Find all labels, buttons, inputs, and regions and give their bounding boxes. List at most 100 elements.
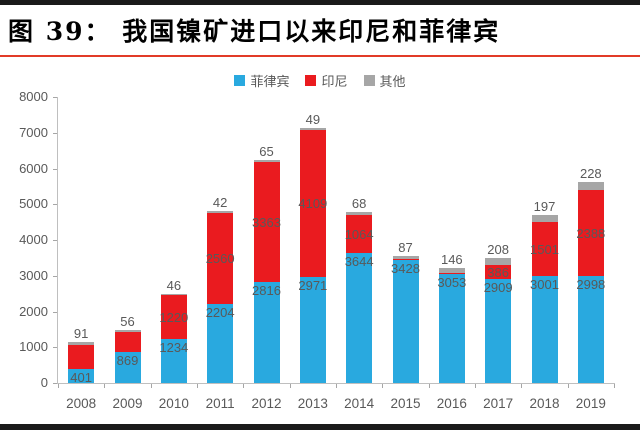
- x-axis-tick-mark: [428, 384, 430, 388]
- data-label-other-2010: 46: [166, 277, 182, 293]
- bar-segment-philippines-2011: [207, 304, 234, 383]
- bar-segment-other-2014: [346, 212, 373, 215]
- chart-legend: 菲律宾 印尼 其他: [0, 71, 640, 89]
- data-label-philippines-2012: 2816: [252, 283, 281, 299]
- x-axis-label-2016: 2016: [436, 396, 467, 411]
- x-axis-tick-mark: [104, 384, 106, 388]
- y-axis-tick-label-8000: 8000: [19, 89, 48, 104]
- x-axis-line: [57, 383, 615, 384]
- bar-segment-philippines-2016: [438, 273, 465, 383]
- legend-label-other: 其他: [379, 73, 406, 89]
- y-axis-tick-mark: [53, 275, 57, 277]
- data-label-indonesia-2017: 386: [487, 265, 510, 281]
- title-red-rule: [0, 55, 640, 57]
- bar-segment-other-2016: [438, 267, 465, 274]
- y-axis-tick-label-5000: 5000: [19, 196, 48, 212]
- bar-segment-indonesia-2018: [531, 222, 558, 276]
- data-label-other-2013: 49: [305, 112, 321, 128]
- x-axis-tick-mark: [289, 384, 291, 388]
- legend-marker-philippines: [234, 74, 246, 86]
- bar-segment-indonesia-2009: [114, 331, 141, 352]
- legend-label-philippines: 菲律宾: [250, 73, 290, 89]
- data-label-other-2016: 146: [440, 251, 463, 267]
- x-axis-tick-mark: [243, 384, 245, 388]
- y-axis-line: [57, 97, 58, 383]
- y-axis-tick-mark: [53, 383, 57, 384]
- y-axis-tick-label-1000: 1000: [19, 339, 48, 355]
- bar-segment-other-2011: [207, 211, 234, 213]
- data-label-indonesia-2010: 1220: [159, 310, 189, 326]
- y-axis-tick-label-2000: 2000: [19, 303, 48, 319]
- bar-segment-other-2013: [299, 128, 326, 130]
- data-label-other-2019: 228: [579, 166, 602, 182]
- legend-label-indonesia: 印尼: [321, 73, 348, 89]
- bar-segment-other-2018: [531, 215, 558, 223]
- bar-segment-indonesia-2010: [160, 295, 187, 339]
- bar-segment-philippines-2009: [114, 351, 141, 383]
- bar-segment-philippines-2008: [68, 368, 95, 383]
- legend-item-indonesia: 印尼: [305, 71, 348, 90]
- data-label-other-2018: 197: [533, 199, 556, 214]
- figure-title: 图 39： 我国镍矿进口以来印尼和菲律宾: [8, 17, 501, 46]
- data-label-other-2012: 65: [259, 143, 274, 159]
- data-label-indonesia-2018: 1501: [530, 241, 559, 257]
- x-axis-label-2013: 2013: [297, 396, 328, 411]
- data-label-indonesia-2019: 2388: [576, 226, 606, 242]
- legend-marker-other: [363, 74, 375, 86]
- data-label-indonesia-2013: 4109: [298, 196, 328, 212]
- bar-segment-other-2012: [253, 159, 280, 163]
- x-axis-label-2019: 2019: [575, 396, 606, 411]
- data-label-other-2014: 68: [351, 196, 367, 212]
- x-axis-label-2008: 2008: [66, 396, 97, 411]
- y-axis-tick-label-4000: 4000: [19, 232, 48, 247]
- y-axis-tick-mark: [53, 204, 57, 206]
- data-label-philippines-2017: 2909: [483, 280, 513, 295]
- bar-segment-other-2019: [577, 182, 604, 191]
- bar-segment-other-2009: [114, 329, 141, 332]
- data-label-indonesia-2011: 2560: [205, 251, 235, 267]
- data-label-indonesia-2012: 3363: [252, 215, 281, 231]
- x-axis-tick-mark: [475, 384, 476, 388]
- data-label-other-2009: 56: [120, 313, 135, 329]
- bar-segment-philippines-2010: [160, 338, 187, 383]
- bar-segment-other-2015: [392, 256, 419, 260]
- figure-top-border: [0, 0, 640, 5]
- data-label-philippines-2019: 2998: [576, 276, 606, 292]
- x-axis-tick-mark: [567, 384, 569, 388]
- bar-segment-other-2010: [160, 293, 187, 296]
- data-label-indonesia-2014: 1064: [344, 226, 374, 242]
- y-axis-tick-mark: [53, 347, 57, 349]
- bar-segment-other-2008: [68, 342, 95, 346]
- y-axis-tick-mark: [53, 168, 57, 170]
- bar-segment-philippines-2017: [485, 279, 512, 383]
- data-label-philippines-2014: 3644: [344, 253, 374, 269]
- x-axis-label-2014: 2014: [344, 396, 375, 411]
- data-label-philippines-2016: 3053: [437, 274, 467, 290]
- data-label-philippines-2018: 3001: [530, 276, 559, 292]
- x-axis-label-2015: 2015: [390, 396, 421, 411]
- data-label-philippines-2013: 2971: [298, 277, 328, 293]
- y-axis-tick-mark: [53, 240, 57, 241]
- x-axis-tick-mark: [197, 384, 198, 388]
- x-axis-label-2017: 2017: [483, 396, 514, 411]
- y-axis-tick-label-7000: 7000: [19, 124, 48, 140]
- data-label-philippines-2015: 3428: [391, 261, 420, 277]
- bar-segment-indonesia-2012: [253, 162, 280, 283]
- bar-segment-philippines-2012: [253, 282, 280, 383]
- data-label-other-2011: 42: [212, 195, 228, 211]
- y-axis-tick-mark: [53, 311, 57, 313]
- y-axis-tick-label-0: 0: [40, 375, 48, 390]
- bar-segment-philippines-2019: [577, 275, 604, 383]
- bar-segment-philippines-2013: [299, 276, 326, 383]
- x-axis-label-2009: 2009: [112, 396, 143, 411]
- bar-segment-indonesia-2017: [485, 265, 512, 279]
- x-axis-label-2010: 2010: [158, 396, 189, 411]
- bar-segment-philippines-2015: [392, 260, 419, 383]
- data-label-other-2008: 91: [73, 326, 89, 342]
- legend-item-philippines: 菲律宾: [234, 71, 289, 90]
- x-axis-tick-mark: [521, 384, 523, 388]
- bar-segment-indonesia-2013: [299, 129, 326, 277]
- bar-segment-indonesia-2019: [577, 190, 604, 276]
- y-axis-tick-mark: [53, 97, 57, 98]
